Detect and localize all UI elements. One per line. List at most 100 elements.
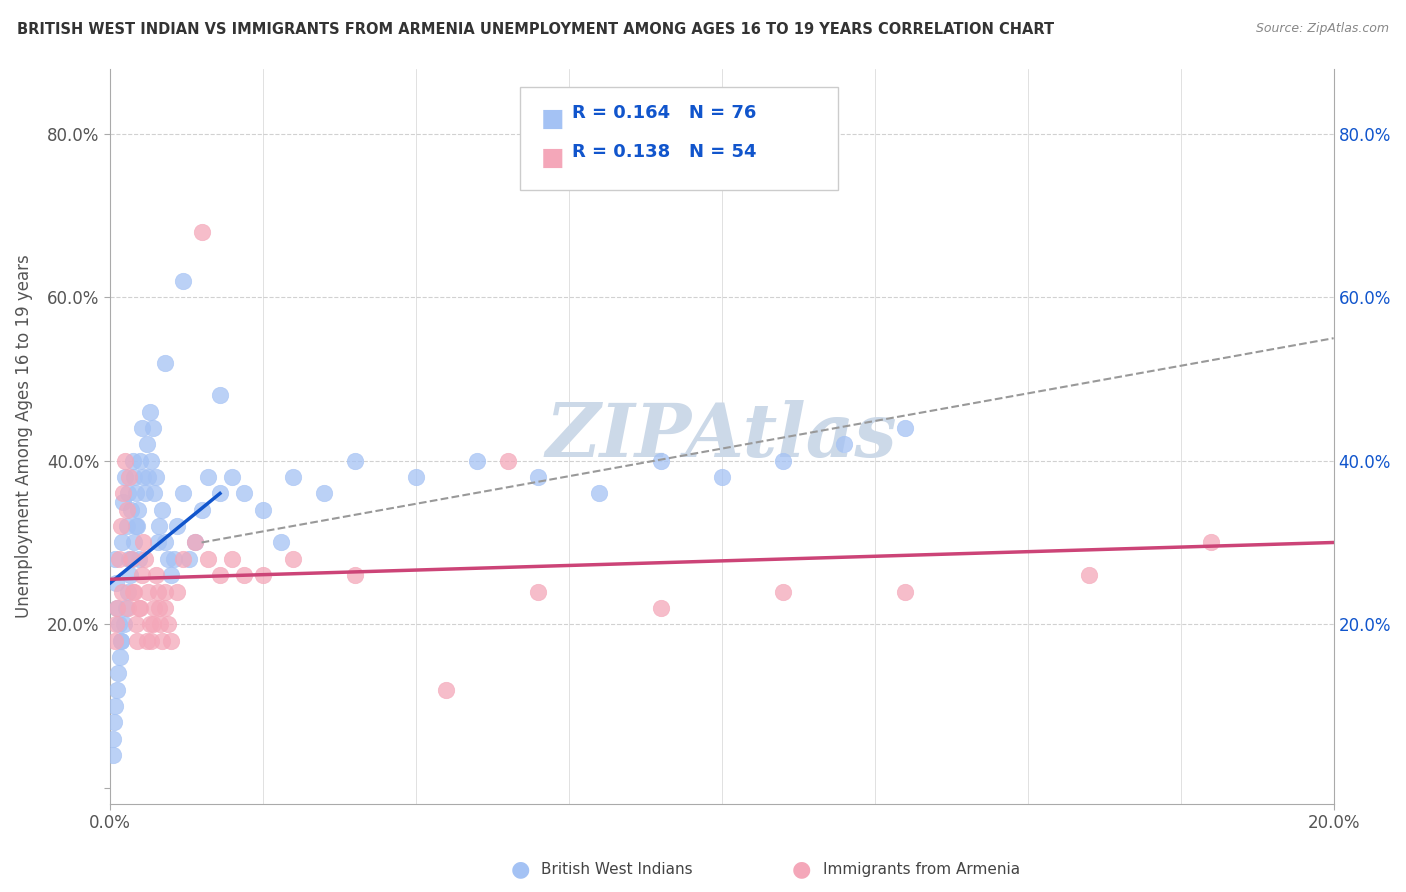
Point bbox=[208, 486, 231, 500]
Point bbox=[153, 600, 176, 615]
Point bbox=[153, 356, 176, 370]
Point bbox=[156, 617, 179, 632]
Point bbox=[118, 551, 141, 566]
Point bbox=[527, 470, 550, 484]
Point bbox=[153, 535, 176, 549]
Point bbox=[343, 568, 366, 582]
Point bbox=[145, 568, 167, 582]
Point bbox=[131, 568, 153, 582]
Point bbox=[221, 470, 243, 484]
Point bbox=[128, 600, 150, 615]
Point bbox=[127, 633, 149, 648]
Point bbox=[146, 535, 169, 549]
FancyBboxPatch shape bbox=[520, 87, 838, 190]
Point bbox=[135, 437, 157, 451]
Point bbox=[128, 551, 150, 566]
Point bbox=[650, 454, 672, 468]
Point bbox=[465, 454, 488, 468]
Point bbox=[122, 535, 145, 549]
Point bbox=[233, 486, 256, 500]
Point bbox=[138, 405, 160, 419]
Point bbox=[108, 649, 131, 664]
Point bbox=[149, 617, 172, 632]
Point bbox=[172, 274, 194, 288]
Point bbox=[434, 682, 457, 697]
Point bbox=[710, 470, 733, 484]
Point bbox=[127, 519, 149, 533]
Point bbox=[124, 470, 146, 484]
Text: ■: ■ bbox=[540, 107, 564, 131]
Point bbox=[145, 470, 167, 484]
Point bbox=[117, 584, 139, 599]
Point bbox=[114, 470, 136, 484]
Point bbox=[104, 576, 127, 591]
Point bbox=[131, 421, 153, 435]
Point bbox=[129, 600, 152, 615]
Text: ■: ■ bbox=[540, 145, 564, 169]
Point bbox=[588, 486, 610, 500]
Point bbox=[650, 600, 672, 615]
Point bbox=[117, 600, 139, 615]
Point bbox=[1077, 568, 1099, 582]
Point bbox=[107, 666, 129, 681]
Point bbox=[108, 617, 131, 632]
Point bbox=[115, 519, 138, 533]
Point bbox=[105, 682, 128, 697]
Point bbox=[221, 551, 243, 566]
Point bbox=[117, 486, 139, 500]
Point bbox=[160, 633, 183, 648]
Point bbox=[283, 551, 305, 566]
Text: R = 0.138   N = 54: R = 0.138 N = 54 bbox=[572, 143, 756, 161]
Y-axis label: Unemployment Among Ages 16 to 19 years: Unemployment Among Ages 16 to 19 years bbox=[15, 254, 32, 618]
Point bbox=[772, 584, 794, 599]
Point bbox=[141, 633, 163, 648]
Point bbox=[110, 519, 132, 533]
Point bbox=[252, 503, 274, 517]
Point bbox=[197, 470, 219, 484]
Text: ZIPAtlas: ZIPAtlas bbox=[546, 400, 897, 473]
Point bbox=[142, 486, 165, 500]
Point bbox=[104, 698, 127, 713]
Point bbox=[124, 486, 146, 500]
Point bbox=[134, 486, 156, 500]
Point bbox=[111, 584, 134, 599]
Point bbox=[122, 584, 145, 599]
Point bbox=[312, 486, 335, 500]
Point bbox=[832, 437, 855, 451]
Point bbox=[142, 617, 165, 632]
Point bbox=[179, 551, 201, 566]
Point bbox=[132, 535, 155, 549]
Point bbox=[101, 747, 124, 762]
Text: ●: ● bbox=[792, 860, 811, 880]
Point bbox=[124, 584, 146, 599]
Point bbox=[150, 503, 173, 517]
Point bbox=[156, 551, 179, 566]
Point bbox=[138, 617, 160, 632]
Text: BRITISH WEST INDIAN VS IMMIGRANTS FROM ARMENIA UNEMPLOYMENT AMONG AGES 16 TO 19 : BRITISH WEST INDIAN VS IMMIGRANTS FROM A… bbox=[17, 22, 1054, 37]
Point bbox=[124, 617, 146, 632]
Point bbox=[153, 584, 176, 599]
Point bbox=[105, 600, 128, 615]
Point bbox=[166, 519, 188, 533]
Text: British West Indians: British West Indians bbox=[541, 863, 693, 877]
Point bbox=[184, 535, 207, 549]
Point bbox=[166, 584, 188, 599]
Point bbox=[283, 470, 305, 484]
Point bbox=[127, 503, 149, 517]
Point bbox=[343, 454, 366, 468]
Point bbox=[197, 551, 219, 566]
Point bbox=[108, 551, 131, 566]
Point bbox=[104, 617, 127, 632]
Point bbox=[105, 600, 128, 615]
Point bbox=[190, 225, 212, 239]
Point bbox=[104, 551, 127, 566]
Point bbox=[112, 494, 135, 508]
Point bbox=[136, 470, 159, 484]
Point bbox=[405, 470, 427, 484]
Point bbox=[118, 568, 141, 582]
Point bbox=[894, 421, 917, 435]
Point bbox=[142, 600, 165, 615]
Point bbox=[114, 600, 136, 615]
Point bbox=[110, 633, 132, 648]
Point bbox=[1199, 535, 1222, 549]
